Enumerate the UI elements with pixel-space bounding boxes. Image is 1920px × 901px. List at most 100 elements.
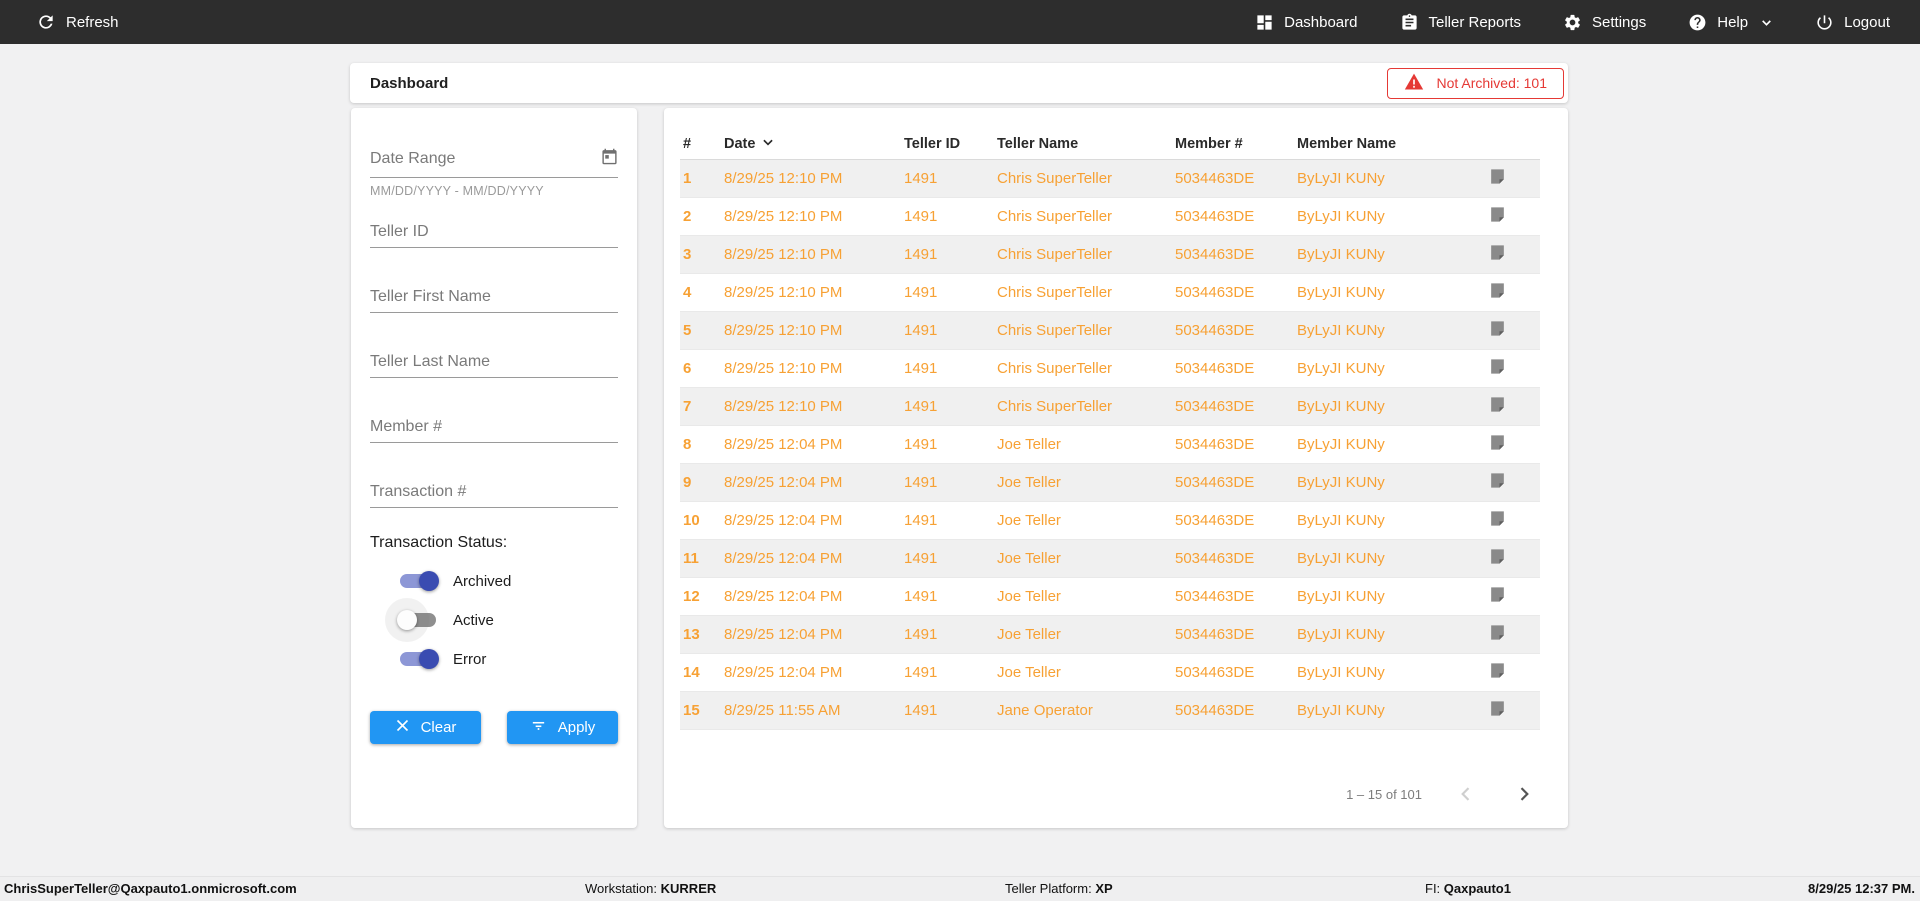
nav-item-teller-reports[interactable]: Teller Reports: [1400, 13, 1521, 32]
note-icon[interactable]: [1483, 357, 1540, 380]
row-member-name: ByLyJI KUNy: [1297, 474, 1385, 491]
row-teller-id: 1491: [904, 208, 938, 225]
calendar-icon[interactable]: [601, 148, 618, 170]
table-row[interactable]: 4 8/29/25 12:10 PM 1491 Chris SuperTelle…: [680, 274, 1540, 312]
date-range-field[interactable]: Date Range MM/DD/YYYY - MM/DD/YYYY: [370, 148, 618, 198]
next-page-button[interactable]: [1510, 780, 1538, 808]
chevron-down-icon: [1760, 16, 1773, 29]
table-row[interactable]: 10 8/29/25 12:04 PM 1491 Joe Teller 5034…: [680, 502, 1540, 540]
table-row[interactable]: 11 8/29/25 12:04 PM 1491 Joe Teller 5034…: [680, 540, 1540, 578]
logged-in-user: ChrisSuperTeller@Qaxpauto1.onmicrosoft.c…: [4, 881, 297, 896]
previous-page-button[interactable]: [1452, 780, 1480, 808]
note-icon[interactable]: [1483, 661, 1540, 684]
row-member-number: 5034463DE: [1175, 626, 1255, 643]
col-header-member-num[interactable]: Member #: [1175, 136, 1243, 152]
teller-last-name-field[interactable]: Teller Last Name: [370, 353, 618, 378]
note-icon[interactable]: [1483, 205, 1540, 228]
col-header-teller-name[interactable]: Teller Name: [997, 136, 1079, 152]
note-icon[interactable]: [1483, 243, 1540, 266]
row-date: 8/29/25 12:04 PM: [724, 626, 843, 643]
row-member-number: 5034463DE: [1175, 398, 1255, 415]
table-row[interactable]: 9 8/29/25 12:04 PM 1491 Joe Teller 50344…: [680, 464, 1540, 502]
teller-id-field[interactable]: Teller ID: [370, 223, 618, 248]
table-row[interactable]: 1 8/29/25 12:10 PM 1491 Chris SuperTelle…: [680, 160, 1540, 198]
row-teller-id: 1491: [904, 322, 938, 339]
row-date: 8/29/25 12:10 PM: [724, 170, 843, 187]
row-teller-id: 1491: [904, 284, 938, 301]
not-archived-label: Not Archived: 101: [1436, 75, 1547, 91]
error-toggle[interactable]: [400, 649, 439, 669]
row-teller-id: 1491: [904, 474, 938, 491]
member-number-field[interactable]: Member #: [370, 418, 618, 443]
fi-status: FI: Qaxpauto1: [1425, 881, 1511, 896]
active-toggle[interactable]: [385, 598, 436, 642]
teller-platform-status: Teller Platform: XP: [1005, 881, 1113, 896]
sort-chevron-down-icon: [761, 135, 775, 153]
toggle-row-error: Error: [400, 649, 618, 669]
note-icon[interactable]: [1483, 547, 1540, 570]
not-archived-badge[interactable]: Not Archived: 101: [1387, 67, 1564, 99]
col-header-member-name[interactable]: Member Name: [1297, 136, 1397, 152]
note-icon[interactable]: [1483, 623, 1540, 646]
note-icon[interactable]: [1483, 585, 1540, 608]
table-row[interactable]: 5 8/29/25 12:10 PM 1491 Chris SuperTelle…: [680, 312, 1540, 350]
row-teller-name: Joe Teller: [997, 588, 1061, 605]
filter-icon: [530, 717, 547, 738]
table-row[interactable]: 8 8/29/25 12:04 PM 1491 Joe Teller 50344…: [680, 426, 1540, 464]
teller-first-name-field[interactable]: Teller First Name: [370, 288, 618, 313]
note-icon[interactable]: [1483, 471, 1540, 494]
row-member-number: 5034463DE: [1175, 550, 1255, 567]
note-icon[interactable]: [1483, 281, 1540, 304]
note-icon[interactable]: [1483, 319, 1540, 342]
table-row[interactable]: 13 8/29/25 12:04 PM 1491 Joe Teller 5034…: [680, 616, 1540, 654]
transactions-table-card: # Date Teller ID Teller Name Member # Me…: [664, 108, 1568, 828]
row-teller-name: Chris SuperTeller: [997, 322, 1113, 339]
nav-label-settings: Settings: [1592, 13, 1647, 31]
row-teller-id: 1491: [904, 664, 938, 681]
row-member-name: ByLyJI KUNy: [1297, 246, 1385, 263]
row-member-name: ByLyJI KUNy: [1297, 284, 1385, 301]
col-header-teller-id[interactable]: Teller ID: [904, 136, 961, 152]
row-member-name: ByLyJI KUNy: [1297, 322, 1385, 339]
row-teller-id: 1491: [904, 246, 938, 263]
apply-button[interactable]: Apply: [507, 711, 618, 744]
toggle-row-archived: Archived: [400, 571, 618, 591]
row-number: 6: [683, 360, 692, 377]
row-teller-id: 1491: [904, 512, 938, 529]
note-icon[interactable]: [1483, 509, 1540, 532]
note-icon[interactable]: [1483, 433, 1540, 456]
table-row[interactable]: 14 8/29/25 12:04 PM 1491 Joe Teller 5034…: [680, 654, 1540, 692]
row-teller-name: Joe Teller: [997, 512, 1061, 529]
refresh-button[interactable]: Refresh: [36, 12, 119, 32]
transaction-status-label: Transaction Status:: [370, 534, 508, 551]
row-number: 7: [683, 398, 692, 415]
table-row[interactable]: 15 8/29/25 11:55 AM 1491 Jane Operator 5…: [680, 692, 1540, 730]
nav-item-dashboard[interactable]: Dashboard: [1255, 13, 1358, 32]
nav-item-help[interactable]: Help: [1688, 13, 1773, 32]
table-row[interactable]: 7 8/29/25 12:10 PM 1491 Chris SuperTelle…: [680, 388, 1540, 426]
note-icon[interactable]: [1483, 395, 1540, 418]
table-row[interactable]: 2 8/29/25 12:10 PM 1491 Chris SuperTelle…: [680, 198, 1540, 236]
row-number: 12: [683, 588, 700, 605]
row-date: 8/29/25 12:04 PM: [724, 550, 843, 567]
page-header-card: Dashboard Not Archived: 101: [350, 63, 1568, 103]
row-member-number: 5034463DE: [1175, 664, 1255, 681]
note-icon[interactable]: [1483, 167, 1540, 190]
table-row[interactable]: 3 8/29/25 12:10 PM 1491 Chris SuperTelle…: [680, 236, 1540, 274]
top-navbar: Refresh Dashboard Teller Reports Setting…: [0, 0, 1920, 44]
row-member-number: 5034463DE: [1175, 436, 1255, 453]
table-row[interactable]: 12 8/29/25 12:04 PM 1491 Joe Teller 5034…: [680, 578, 1540, 616]
row-number: 14: [683, 664, 700, 681]
row-teller-name: Chris SuperTeller: [997, 360, 1113, 377]
transaction-number-field[interactable]: Transaction #: [370, 483, 618, 508]
note-icon[interactable]: [1483, 699, 1540, 722]
nav-item-logout[interactable]: Logout: [1815, 13, 1890, 32]
row-member-name: ByLyJI KUNy: [1297, 588, 1385, 605]
clear-button[interactable]: Clear: [370, 711, 481, 744]
nav-label-dashboard: Dashboard: [1284, 13, 1358, 31]
row-teller-name: Joe Teller: [997, 626, 1061, 643]
col-header-date[interactable]: Date: [724, 135, 904, 153]
table-row[interactable]: 6 8/29/25 12:10 PM 1491 Chris SuperTelle…: [680, 350, 1540, 388]
nav-item-settings[interactable]: Settings: [1563, 13, 1646, 32]
archived-toggle[interactable]: [400, 571, 439, 591]
